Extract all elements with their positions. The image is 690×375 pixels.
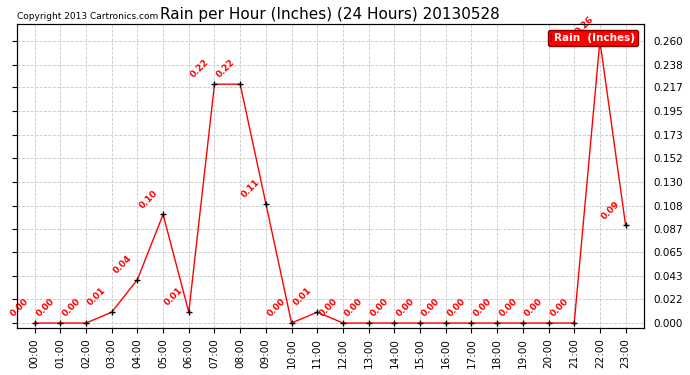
Text: Copyright 2013 Cartronics.com: Copyright 2013 Cartronics.com bbox=[17, 12, 158, 21]
Text: 0.00: 0.00 bbox=[266, 297, 288, 319]
Text: 0.00: 0.00 bbox=[523, 297, 544, 319]
Text: 0.11: 0.11 bbox=[240, 177, 262, 199]
Text: 0.00: 0.00 bbox=[420, 297, 442, 319]
Text: 0.00: 0.00 bbox=[368, 297, 391, 319]
Text: 0.01: 0.01 bbox=[86, 286, 108, 308]
Text: 0.00: 0.00 bbox=[395, 297, 416, 319]
Text: 0.22: 0.22 bbox=[215, 58, 236, 80]
Legend: Rain  (Inches): Rain (Inches) bbox=[548, 30, 638, 46]
Text: 0.00: 0.00 bbox=[497, 297, 519, 319]
Text: 0.10: 0.10 bbox=[137, 188, 159, 210]
Text: 0.00: 0.00 bbox=[61, 297, 82, 319]
Text: 0.00: 0.00 bbox=[9, 297, 31, 319]
Text: 0.26: 0.26 bbox=[574, 15, 596, 36]
Text: 0.01: 0.01 bbox=[163, 286, 185, 308]
Text: 0.04: 0.04 bbox=[112, 254, 134, 275]
Text: 0.00: 0.00 bbox=[471, 297, 493, 319]
Text: 0.00: 0.00 bbox=[34, 297, 57, 319]
Text: 0.00: 0.00 bbox=[549, 297, 571, 319]
Text: 0.00: 0.00 bbox=[317, 297, 339, 319]
Text: 0.00: 0.00 bbox=[343, 297, 365, 319]
Text: 0.09: 0.09 bbox=[600, 199, 622, 221]
Text: 0.00: 0.00 bbox=[446, 297, 468, 319]
Text: 0.01: 0.01 bbox=[292, 286, 313, 308]
Title: Rain per Hour (Inches) (24 Hours) 20130528: Rain per Hour (Inches) (24 Hours) 201305… bbox=[160, 7, 500, 22]
Text: 0.22: 0.22 bbox=[188, 58, 210, 80]
